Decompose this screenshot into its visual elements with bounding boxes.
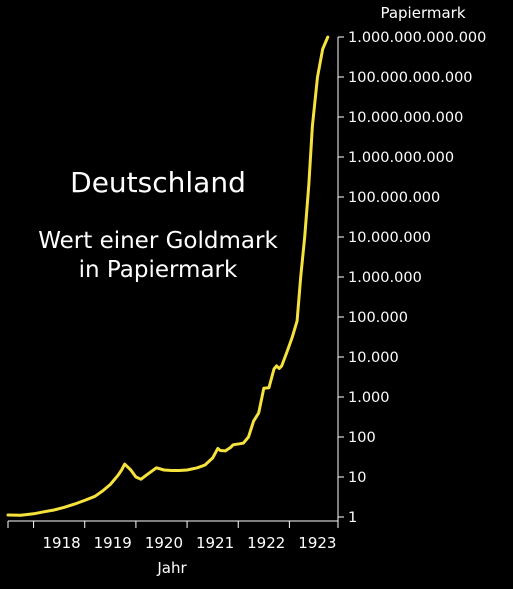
y-tick-label: 1.000.000.000.000 (348, 30, 486, 46)
y-axis-title: Papiermark (380, 4, 465, 22)
series-line (6, 35, 330, 517)
y-tick-label: 100 (348, 430, 376, 446)
chart-subtitle-line-2: in Papiermark (79, 257, 238, 283)
y-tick-label: 1.000 (348, 390, 390, 406)
y-tick-label: 10 (348, 470, 366, 486)
y-tick-label: 10.000.000 (348, 230, 431, 246)
chart-title: Deutschland (70, 166, 246, 199)
y-tick-label: 1.000.000 (348, 270, 422, 286)
x-tick-label: 1920 (145, 534, 183, 552)
x-tick-label: 1918 (42, 534, 80, 552)
x-tick-label: 1922 (247, 534, 285, 552)
y-tick-label: 100.000.000 (348, 190, 440, 206)
y-tick-label: 10.000 (348, 350, 399, 366)
x-tick-label: 1921 (196, 534, 234, 552)
y-axis: 1 10 100 1.000 10.000 100.000 1.000.000 10.000.… (337, 30, 486, 526)
y-tick-label: 100.000 (348, 310, 408, 326)
chart-subtitle-line-1: Wert einer Goldmark (38, 228, 278, 254)
y-tick-label: 1 (348, 510, 357, 526)
x-axis: 1918 1919 1920 1921 1922 1923 (7, 520, 339, 552)
x-tick-label: 1919 (94, 534, 132, 552)
y-tick-label: 1.000.000.000 (348, 150, 454, 166)
y-tick-label: 10.000.000.000 (348, 110, 463, 126)
x-axis-title: Jahr (156, 559, 187, 577)
x-tick-label: 1923 (298, 534, 336, 552)
y-tick-label: 100.000.000.000 (348, 70, 473, 86)
